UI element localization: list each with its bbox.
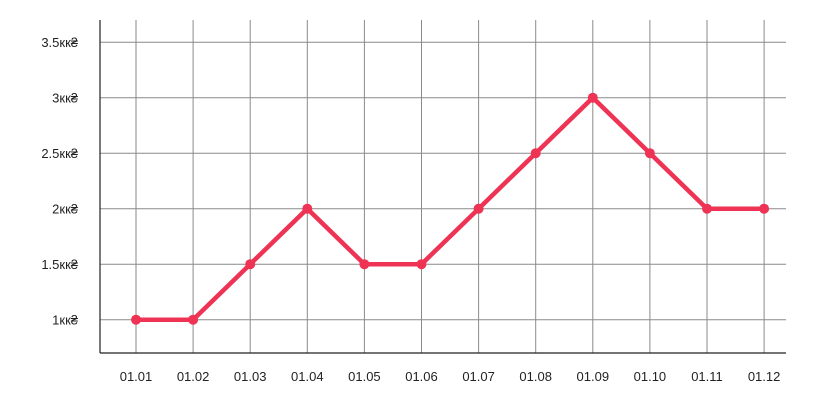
data-point	[702, 203, 712, 214]
x-tick-label: 01.03	[234, 369, 267, 384]
x-tick-label: 01.07	[462, 369, 495, 384]
y-tick-label: 1кк₴	[52, 313, 79, 328]
y-tick-label: 3кк₴	[52, 91, 79, 106]
x-tick-label: 01.11	[691, 369, 723, 384]
data-point	[131, 314, 141, 325]
data-point	[759, 203, 770, 214]
x-tick-label: 01.02	[177, 369, 210, 384]
x-tick-label: 01.08	[519, 369, 552, 384]
y-tick-label: 1.5кк₴	[41, 257, 78, 272]
data-point	[416, 259, 427, 270]
series-line	[133, 94, 767, 322]
y-tick-label: 2.5кк₴	[41, 146, 78, 161]
data-point	[473, 203, 484, 214]
data-point	[188, 314, 199, 325]
data-point	[302, 203, 313, 214]
grid	[100, 20, 786, 353]
axes	[99, 20, 786, 354]
data-point	[644, 148, 655, 159]
x-tick-label: 01.04	[291, 369, 324, 384]
x-tick-label: 01.05	[348, 369, 381, 384]
x-tick-label: 01.10	[634, 369, 667, 384]
data-point	[587, 92, 598, 103]
y-tick-labels: 1кк₴ 1.5кк₴ 2кк₴ 2.5кк₴ 3кк₴ 3.5кк₴	[41, 35, 78, 328]
x-tick-label: 01.12	[748, 369, 781, 384]
y-tick-label: 2кк₴	[52, 202, 79, 217]
data-point	[359, 259, 370, 270]
series	[131, 92, 770, 325]
x-tick-label: 01.01	[120, 369, 153, 384]
y-tick-label: 3.5кк₴	[41, 35, 78, 50]
x-tick-labels: 01.01 01.02 01.03 01.04 01.05 01.06 01.07 01.08…	[120, 369, 781, 384]
x-tick-label: 01.06	[405, 369, 438, 384]
data-point	[245, 259, 256, 270]
x-tick-label: 01.09	[577, 369, 610, 384]
data-point	[530, 148, 541, 159]
